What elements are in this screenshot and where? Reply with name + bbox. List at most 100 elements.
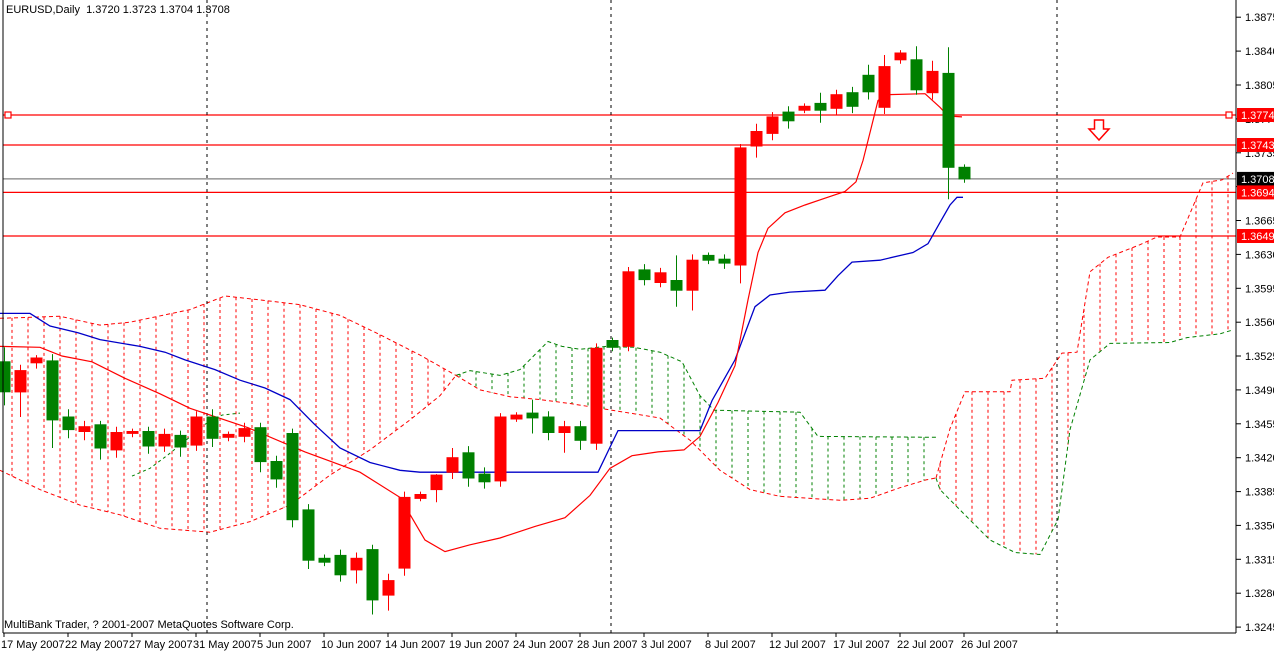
price-label: 1.3595 [1245, 283, 1274, 295]
senkou-span-top-3 [935, 172, 1234, 479]
tenkan-sen-line [0, 93, 963, 553]
price-flag-text: 1.3694 [1241, 187, 1274, 199]
candle-body [286, 433, 299, 521]
candle-body [846, 92, 859, 107]
candles-layer [0, 46, 971, 615]
chart-frame [2, 0, 1237, 634]
candle-body [238, 428, 251, 437]
candle-body [654, 272, 667, 283]
candle-body [350, 557, 363, 571]
senkou-span-bottom-2 [455, 374, 937, 501]
ichimoku-cloud-layer [0, 172, 1234, 556]
price-flag-text: 1.3649 [1241, 231, 1274, 243]
candle-body [270, 461, 283, 480]
candle-body [398, 496, 411, 569]
date-label: 28 Jun 2007 [577, 639, 638, 651]
date-label: 17 May 2007 [1, 639, 65, 651]
candle-body [526, 412, 539, 419]
price-flag-1.3694 [1237, 185, 1274, 200]
candle-body [174, 434, 187, 448]
date-label: 26 Jul 2007 [961, 639, 1018, 651]
candle-body [414, 494, 427, 499]
sell-arrow-icon[interactable] [1087, 119, 1111, 142]
price-label: 1.3350 [1245, 520, 1274, 532]
candle-body [222, 433, 235, 438]
candle-body [686, 259, 699, 291]
price-label: 1.3875 [1245, 12, 1274, 24]
candle-body [542, 416, 555, 433]
candle-body [334, 554, 347, 576]
date-label: 3 Jul 2007 [641, 639, 692, 651]
price-label: 1.3490 [1245, 385, 1274, 397]
candle-body [558, 426, 571, 434]
hline-handle-right[interactable] [1225, 111, 1233, 119]
candle-body [158, 433, 171, 447]
date-label: 14 Jun 2007 [385, 639, 446, 651]
time-scale: 17 May 2007 22 May 2007 27 May 2007 31 May … [1, 633, 1018, 651]
candle-body [14, 370, 27, 393]
price-label: 1.3805 [1245, 80, 1274, 92]
senkou-span-top-1 [0, 295, 457, 376]
price-label: 1.3665 [1245, 216, 1274, 228]
candle-body [590, 347, 603, 444]
chikou-span-line [131, 412, 241, 477]
candle-body [926, 70, 939, 94]
candle-body [430, 474, 443, 491]
date-label: 17 Jul 2007 [833, 639, 890, 651]
period-separators-layer [206, 0, 1058, 633]
candle-body [478, 473, 491, 483]
candle-body [798, 105, 811, 111]
price-flag-1.3708 [1237, 171, 1274, 186]
date-label: 19 Jun 2007 [449, 639, 510, 651]
date-label: 31 May 2007 [193, 639, 257, 651]
copyright-text: MultiBank Trader, ? 2001-2007 MetaQuotes… [4, 619, 294, 631]
candle-body [830, 94, 843, 109]
kijun-sen-line [0, 196, 963, 473]
price-flag-1.3774 [1237, 108, 1274, 122]
price-label: 1.3455 [1245, 419, 1274, 431]
candle-body [606, 340, 619, 348]
horizontal-levels-layer [3, 111, 1236, 237]
price-scale: 1.38751.38401.38051.37701.37351.37001.36… [1236, 12, 1274, 634]
candle-body [46, 360, 59, 421]
candle-body [622, 271, 635, 347]
candle-body [190, 416, 203, 446]
hline-handle-left[interactable] [4, 111, 12, 119]
candle-body [718, 258, 731, 264]
candle-body [382, 580, 395, 596]
date-label: 5 Jun 2007 [257, 639, 311, 651]
candle-body [318, 557, 331, 563]
candle-body [766, 116, 779, 134]
price-label: 1.3245 [1245, 622, 1274, 634]
symbol-title: EURUSD,Daily 1.3720 1.3723 1.3704 1.3708 [6, 4, 230, 16]
price-flag-text: 1.3743 [1241, 140, 1274, 152]
candle-body [910, 59, 923, 91]
candle-body [862, 74, 875, 93]
candle-body [206, 416, 219, 439]
candle-body [814, 102, 827, 111]
candle-body [638, 269, 651, 281]
candle-body [126, 431, 139, 434]
candle-body [366, 549, 379, 601]
price-label: 1.3385 [1245, 487, 1274, 499]
date-label: 8 Jul 2007 [705, 639, 756, 651]
date-label: 27 May 2007 [129, 639, 193, 651]
date-label: 12 Jul 2007 [769, 639, 826, 651]
candle-body [958, 166, 971, 180]
candle-body [494, 416, 507, 482]
date-label: 24 Jun 2007 [513, 639, 574, 651]
senkou-span-bottom-3 [935, 329, 1234, 556]
price-label: 1.3525 [1245, 351, 1274, 363]
price-label: 1.3420 [1245, 453, 1274, 465]
date-label: 22 Jul 2007 [897, 639, 954, 651]
candle-body [254, 427, 267, 463]
candle-body [702, 254, 715, 261]
price-label: 1.3560 [1245, 317, 1274, 329]
candle-body [750, 131, 763, 147]
price-label: 1.3315 [1245, 554, 1274, 566]
candle-body [78, 426, 91, 433]
candle-body [878, 66, 891, 108]
senkou-span-top-2 [455, 340, 937, 438]
